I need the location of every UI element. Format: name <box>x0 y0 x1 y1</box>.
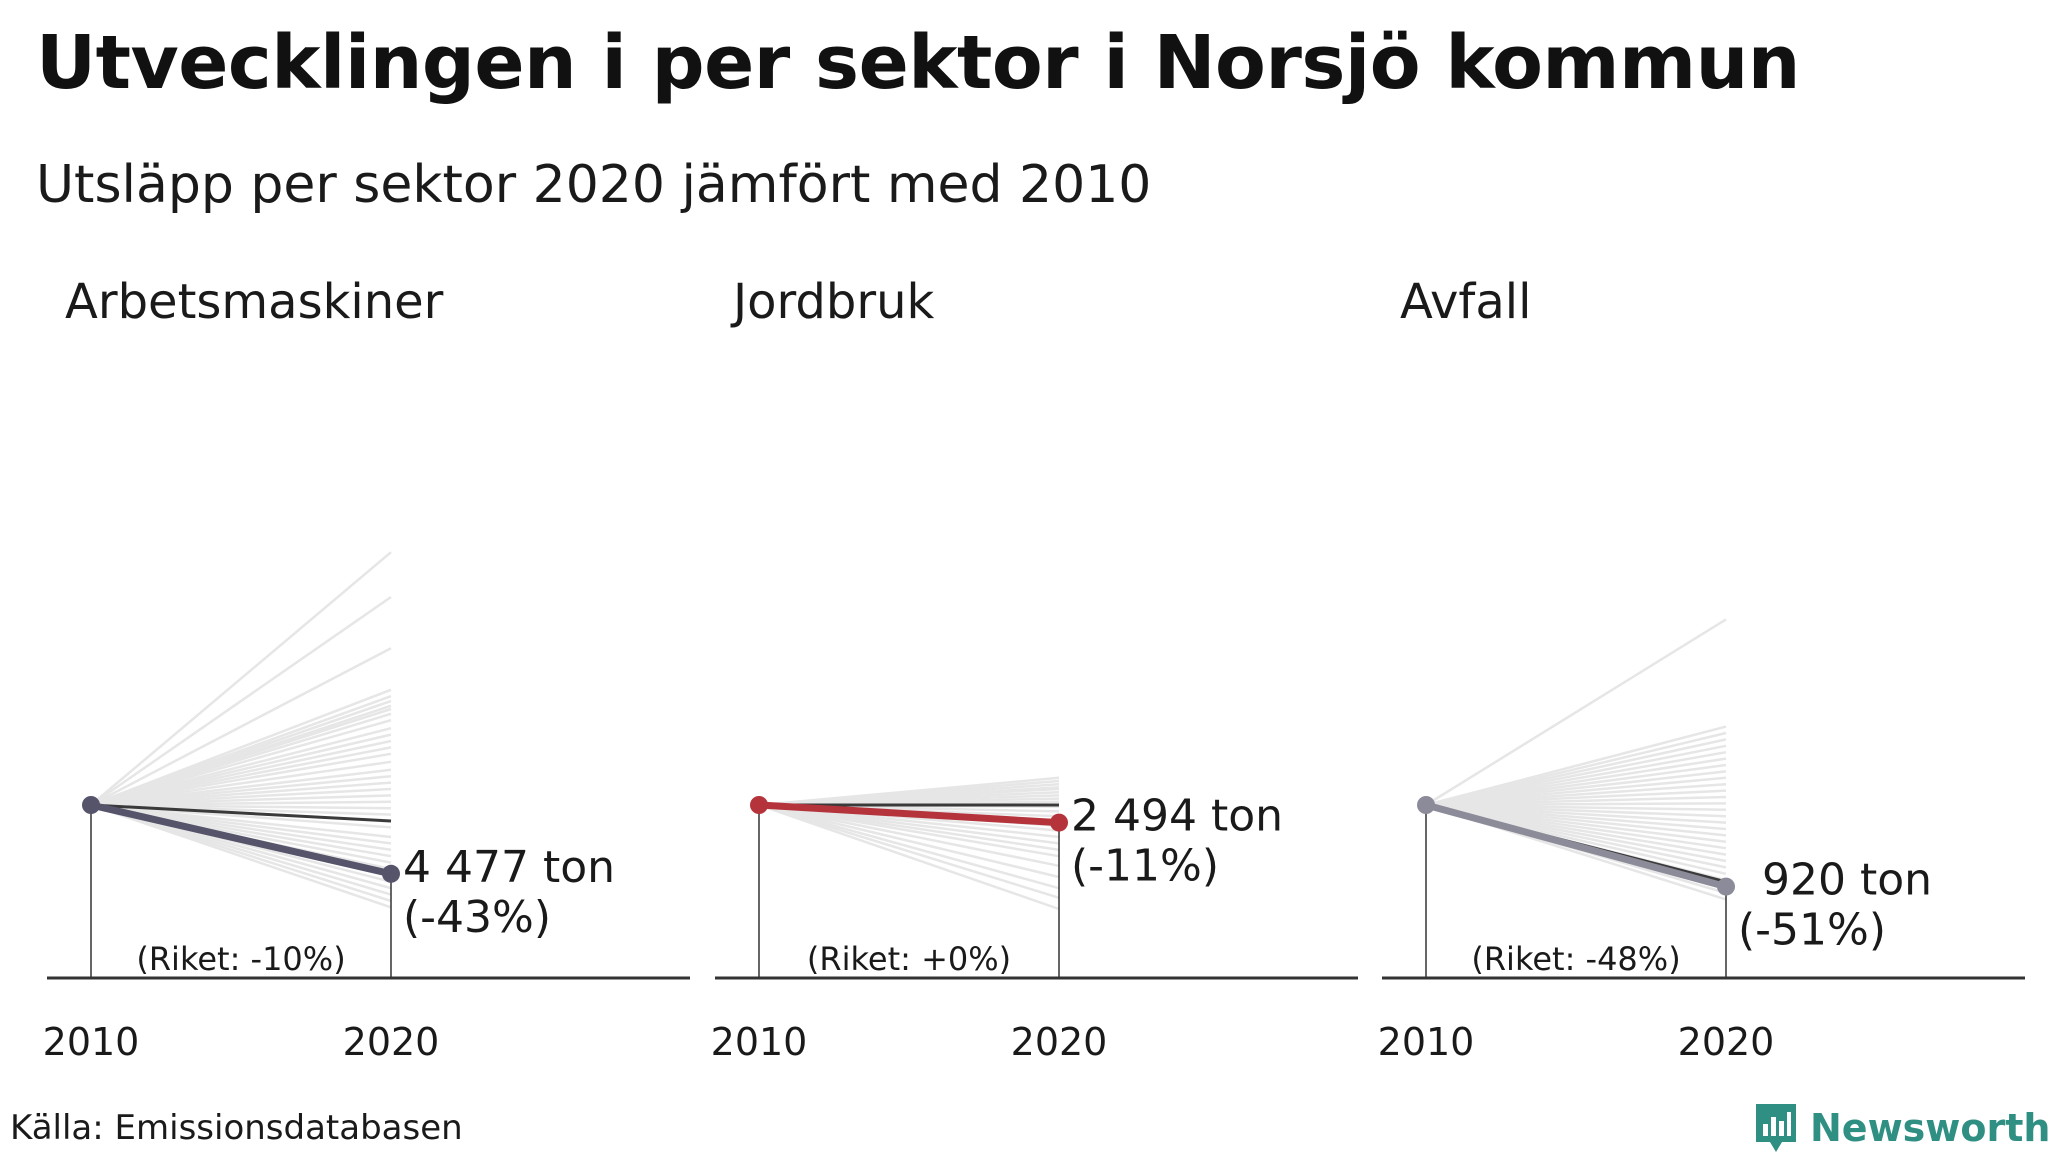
value-label: 4 477 ton <box>403 842 615 893</box>
x-tick-label: 2010 <box>1378 1020 1475 1064</box>
other-municipality-line <box>90 752 392 807</box>
municipality-point-2010 <box>1417 796 1435 814</box>
change-label: (-11%) <box>1071 841 1219 892</box>
newsworthy-logo-icon <box>1756 1104 1796 1152</box>
municipality-line <box>758 801 1060 827</box>
value-label: 920 ton <box>1762 855 1932 906</box>
panel-title: Jordbruk <box>730 274 935 330</box>
municipality-point-2010 <box>82 796 100 814</box>
x-tick-label: 2010 <box>43 1020 140 1064</box>
national-label: (Riket: -10%) <box>136 940 345 978</box>
other-municipality-line <box>758 803 1060 858</box>
brand-logo: Newsworthy <box>1752 1100 2048 1156</box>
other-municipality-line <box>90 718 392 807</box>
x-tick-label: 2020 <box>1011 1020 1108 1064</box>
brand-name: Newsworthy <box>1810 1106 2048 1150</box>
change-label: (-43%) <box>403 892 551 943</box>
national-line <box>90 803 392 823</box>
municipality-line <box>1425 801 1727 890</box>
other-municipality-line <box>90 551 392 806</box>
municipality-line <box>90 801 392 878</box>
change-label: (-51%) <box>1738 905 1886 956</box>
other-municipality-line <box>758 803 1060 879</box>
other-municipality-line <box>90 595 392 807</box>
national-label: (Riket: +0%) <box>807 940 1011 978</box>
x-tick-label: 2020 <box>1678 1020 1775 1064</box>
other-municipality-line <box>90 760 392 807</box>
municipality-point-2010 <box>750 796 768 814</box>
other-municipality-line <box>758 803 1060 899</box>
municipality-point-2020 <box>1050 813 1068 832</box>
national-label: (Riket: -48%) <box>1471 940 1680 978</box>
other-municipality-line <box>758 803 1060 890</box>
source-note: Källa: Emissionsdatabasen <box>10 1108 463 1148</box>
municipality-point-2020 <box>382 864 400 883</box>
municipality-point-2020 <box>1717 877 1735 896</box>
x-tick-label: 2010 <box>711 1020 808 1064</box>
other-municipality-line <box>758 803 1060 868</box>
panel-title: Arbetsmaskiner <box>65 274 444 330</box>
page-subtitle: Utsläpp per sektor 2020 jämfört med 2010 <box>36 155 1152 215</box>
x-tick-label: 2020 <box>343 1020 440 1064</box>
other-municipality-line <box>90 647 392 807</box>
panel-title: Avfall <box>1400 274 1531 330</box>
value-label: 2 494 ton <box>1071 791 1283 842</box>
other-municipality-line <box>1425 618 1727 807</box>
other-municipality-line <box>758 803 1060 911</box>
page-title: Utvecklingen i per sektor i Norsjö kommu… <box>36 20 1801 106</box>
other-municipality-line <box>90 803 392 909</box>
